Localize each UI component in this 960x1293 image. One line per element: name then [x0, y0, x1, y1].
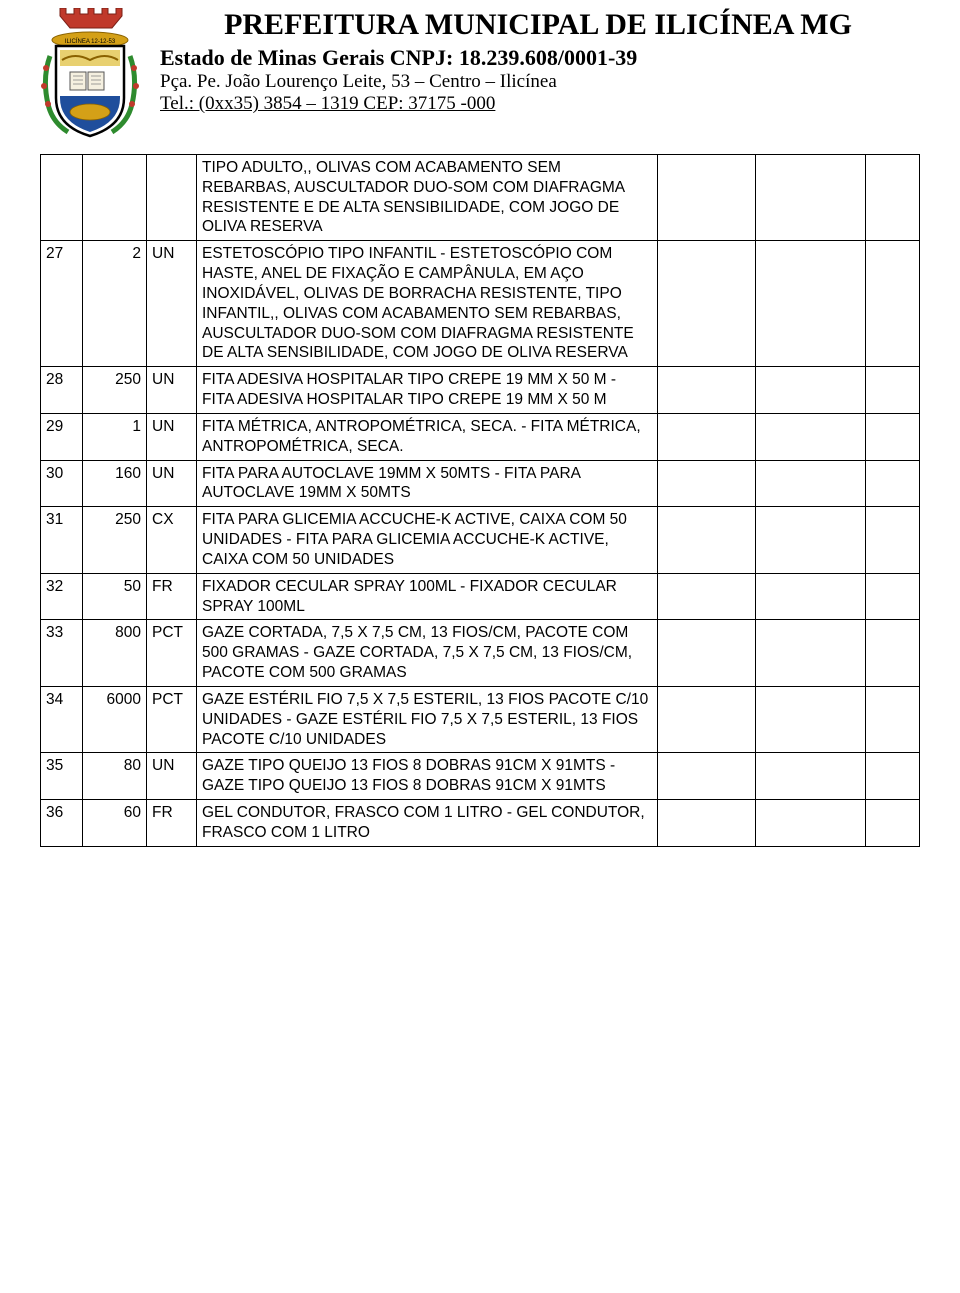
table-cell: GEL CONDUTOR, FRASCO COM 1 LITRO - GEL C…: [197, 800, 658, 847]
tel-value: .: (0xx35) 3854 – 1319 CEP: 37175 -000: [184, 93, 495, 114]
table-cell: [658, 155, 756, 241]
table-cell: [658, 800, 756, 847]
table-cell: ESTETOSCÓPIO TIPO INFANTIL - ESTETOSCÓPI…: [197, 241, 658, 367]
table-cell: 800: [83, 620, 147, 686]
table-cell: 29: [41, 413, 83, 460]
table-cell: UN: [147, 460, 197, 507]
table-cell: [756, 460, 866, 507]
table-cell: GAZE TIPO QUEIJO 13 FIOS 8 DOBRAS 91CM X…: [197, 753, 658, 800]
table-cell: [756, 620, 866, 686]
table-cell: [658, 620, 756, 686]
table-cell: [866, 800, 920, 847]
table-cell: FR: [147, 573, 197, 620]
table-row: 291UNFITA MÉTRICA, ANTROPOMÉTRICA, SECA.…: [41, 413, 920, 460]
table-cell: 50: [83, 573, 147, 620]
table-cell: 28: [41, 367, 83, 414]
table-cell: [756, 367, 866, 414]
table-cell: FIXADOR CECULAR SPRAY 100ML - FIXADOR CE…: [197, 573, 658, 620]
page-header: ILICÍNEA 12-12-53 PREFEITURA MU: [40, 8, 920, 140]
table-cell: 250: [83, 507, 147, 573]
items-table: TIPO ADULTO,, OLIVAS COM ACABAMENTO SEM …: [40, 154, 920, 847]
table-cell: 60: [83, 800, 147, 847]
table-cell: [866, 753, 920, 800]
table-cell: 33: [41, 620, 83, 686]
table-row: 272UNESTETOSCÓPIO TIPO INFANTIL - ESTETO…: [41, 241, 920, 367]
table-cell: CX: [147, 507, 197, 573]
table-cell: [658, 413, 756, 460]
table-cell: [756, 413, 866, 460]
table-row: 3250FRFIXADOR CECULAR SPRAY 100ML - FIXA…: [41, 573, 920, 620]
table-cell: [658, 573, 756, 620]
telephone-line: Tel.: (0xx35) 3854 – 1319 CEP: 37175 -00…: [156, 93, 920, 115]
table-cell: 250: [83, 367, 147, 414]
table-cell: [658, 241, 756, 367]
table-cell: UN: [147, 241, 197, 367]
table-cell: FITA PARA GLICEMIA ACCUCHE-K ACTIVE, CAI…: [197, 507, 658, 573]
table-cell: [866, 460, 920, 507]
table-cell: 34: [41, 686, 83, 752]
table-cell: [658, 686, 756, 752]
table-row: TIPO ADULTO,, OLIVAS COM ACABAMENTO SEM …: [41, 155, 920, 241]
table-row: 3660FRGEL CONDUTOR, FRASCO COM 1 LITRO -…: [41, 800, 920, 847]
table-cell: [866, 573, 920, 620]
table-cell: 160: [83, 460, 147, 507]
table-cell: PCT: [147, 620, 197, 686]
address-line: Pça. Pe. João Lourenço Leite, 53 – Centr…: [156, 71, 920, 94]
table-cell: 27: [41, 241, 83, 367]
table-cell: PCT: [147, 686, 197, 752]
table-cell: [756, 753, 866, 800]
table-cell: [756, 686, 866, 752]
header-text-block: PREFEITURA MUNICIPAL DE ILICÍNEA MG Esta…: [156, 8, 920, 115]
table-cell: [658, 753, 756, 800]
municipality-title: PREFEITURA MUNICIPAL DE ILICÍNEA MG: [156, 8, 920, 43]
table-row: 33800PCTGAZE CORTADA, 7,5 X 7,5 CM, 13 F…: [41, 620, 920, 686]
table-cell: GAZE ESTÉRIL FIO 7,5 X 7,5 ESTERIL, 13 F…: [197, 686, 658, 752]
table-cell: UN: [147, 753, 197, 800]
table-cell: 36: [41, 800, 83, 847]
state-cnpj-line: Estado de Minas Gerais CNPJ: 18.239.608/…: [156, 45, 920, 71]
table-cell: 31: [41, 507, 83, 573]
table-cell: [147, 155, 197, 241]
table-cell: [866, 155, 920, 241]
tel-label: Tel: [160, 93, 184, 114]
table-cell: [756, 507, 866, 573]
table-cell: [658, 507, 756, 573]
table-cell: 35: [41, 753, 83, 800]
table-cell: UN: [147, 367, 197, 414]
table-row: 346000PCTGAZE ESTÉRIL FIO 7,5 X 7,5 ESTE…: [41, 686, 920, 752]
table-cell: [756, 241, 866, 367]
table-cell: [41, 155, 83, 241]
table-row: 3580UNGAZE TIPO QUEIJO 13 FIOS 8 DOBRAS …: [41, 753, 920, 800]
table-cell: [756, 573, 866, 620]
table-cell: GAZE CORTADA, 7,5 X 7,5 CM, 13 FIOS/CM, …: [197, 620, 658, 686]
table-cell: [866, 686, 920, 752]
table-cell: 80: [83, 753, 147, 800]
table-cell: FITA MÉTRICA, ANTROPOMÉTRICA, SECA. - FI…: [197, 413, 658, 460]
table-cell: 6000: [83, 686, 147, 752]
table-cell: [83, 155, 147, 241]
table-cell: [658, 367, 756, 414]
table-cell: [866, 620, 920, 686]
table-cell: UN: [147, 413, 197, 460]
svg-text:ILICÍNEA 12-12-53: ILICÍNEA 12-12-53: [65, 38, 116, 45]
table-cell: [866, 413, 920, 460]
table-cell: 1: [83, 413, 147, 460]
table-cell: [866, 241, 920, 367]
table-cell: FITA ADESIVA HOSPITALAR TIPO CREPE 19 MM…: [197, 367, 658, 414]
table-cell: FITA PARA AUTOCLAVE 19MM X 50MTS - FITA …: [197, 460, 658, 507]
table-row: 28250UNFITA ADESIVA HOSPITALAR TIPO CREP…: [41, 367, 920, 414]
table-row: 30160UNFITA PARA AUTOCLAVE 19MM X 50MTS …: [41, 460, 920, 507]
table-cell: [756, 800, 866, 847]
table-cell: [866, 367, 920, 414]
table-cell: 2: [83, 241, 147, 367]
municipal-crest-icon: ILICÍNEA 12-12-53: [40, 8, 140, 140]
table-row: 31250CXFITA PARA GLICEMIA ACCUCHE-K ACTI…: [41, 507, 920, 573]
table-cell: 30: [41, 460, 83, 507]
table-cell: FR: [147, 800, 197, 847]
table-cell: TIPO ADULTO,, OLIVAS COM ACABAMENTO SEM …: [197, 155, 658, 241]
table-cell: 32: [41, 573, 83, 620]
table-cell: [756, 155, 866, 241]
table-cell: [658, 460, 756, 507]
table-cell: [866, 507, 920, 573]
